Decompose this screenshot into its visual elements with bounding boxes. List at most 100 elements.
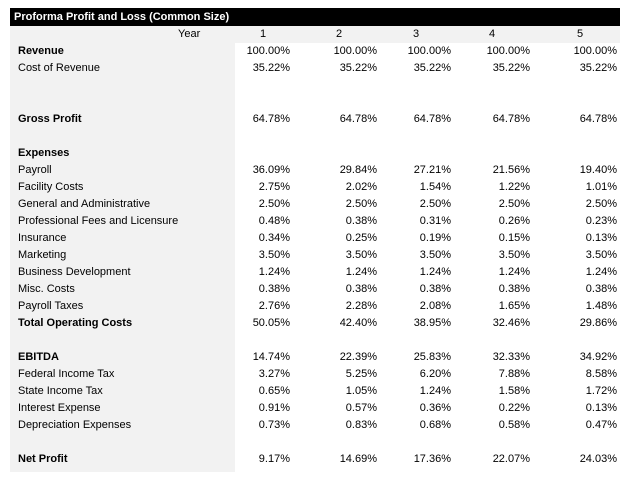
value-year-5: 24.03% [579,453,617,465]
value-year-5: 2.50% [585,198,617,210]
row-ebitda: EBITDA 14.74% 22.39% 25.83% 32.33% 34.92% [10,349,620,366]
row-label: General and Administrative [18,198,151,210]
row-professional-fees-and-licensure: Professional Fees and Licensure 0.48% 0.38… [10,213,620,230]
value-year-3: 64.78% [413,113,451,125]
value-year-3: 3.50% [419,249,451,261]
value-year-2: 100.00% [333,45,377,57]
year-header-row: Year 1 2 3 4 5 [10,26,620,43]
year-2: 2 [336,28,343,40]
row-label: Payroll [18,164,52,176]
row-label: Revenue [18,45,64,57]
row-net-profit: Net Profit 9.17% 14.69% 17.36% 22.07% 24.03% [10,451,620,468]
row-gross-profit: Gross Profit 64.78% 64.78% 64.78% 64.78% 64.7… [10,111,620,128]
value-year-3: 2.08% [419,300,451,312]
value-year-4: 21.56% [492,164,530,176]
row-label: Expenses [18,147,70,159]
value-year-4: 2.50% [498,198,530,210]
value-year-5: 35.22% [579,62,617,74]
blank-row [10,94,620,111]
value-year-3: 0.31% [419,215,451,227]
row-label: Gross Profit [18,113,82,125]
value-year-2: 42.40% [339,317,377,329]
value-year-1: 0.34% [258,232,290,244]
row-facility-costs: Facility Costs 2.75% 2.02% 1.54% 1.22% 1.01% [10,179,620,196]
row-label: Payroll Taxes [18,300,84,312]
pl-sheet: Proforma Profit and Loss (Common Size) Y… [10,8,620,472]
value-year-2: 2.50% [345,198,377,210]
value-year-2: 1.05% [345,385,377,397]
value-year-2: 14.69% [339,453,377,465]
value-year-5: 1.01% [585,181,617,193]
value-year-3: 17.36% [413,453,451,465]
value-year-1: 0.91% [258,402,290,414]
value-year-1: 0.65% [258,385,290,397]
value-year-1: 3.50% [258,249,290,261]
value-year-2: 2.28% [345,300,377,312]
value-year-4: 0.22% [498,402,530,414]
row-insurance: Insurance 0.34% 0.25% 0.19% 0.15% 0.13% [10,230,620,247]
value-year-3: 2.50% [419,198,451,210]
value-year-2: 64.78% [339,113,377,125]
row-revenue: Revenue 100.00% 100.00% 100.00% 100.00% 100.0… [10,43,620,60]
value-year-5: 29.86% [579,317,617,329]
row-label: Federal Income Tax [18,368,115,380]
value-year-1: 2.76% [258,300,290,312]
row-marketing: Marketing 3.50% 3.50% 3.50% 3.50% 3.50% [10,247,620,264]
value-year-5: 1.24% [585,266,617,278]
value-year-2: 0.57% [345,402,377,414]
value-year-1: 2.75% [258,181,290,193]
value-year-5: 19.40% [579,164,617,176]
value-year-3: 0.36% [419,402,451,414]
value-year-3: 25.83% [413,351,451,363]
row-cost-of-revenue: Cost of Revenue 35.22% 35.22% 35.22% 35.22% 3… [10,60,620,77]
value-year-4: 7.88% [498,368,530,380]
value-year-5: 0.38% [585,283,617,295]
year-label: Year [178,28,201,40]
value-year-1: 0.73% [258,419,290,431]
value-year-3: 100.00% [407,45,451,57]
value-year-5: 0.13% [585,402,617,414]
row-federal-income-tax: Federal Income Tax 3.27% 5.25% 6.20% 7.88% 8.… [10,366,620,383]
value-year-3: 1.54% [419,181,451,193]
value-year-4: 1.22% [498,181,530,193]
value-year-4: 64.78% [492,113,530,125]
value-year-5: 0.47% [585,419,617,431]
value-year-5: 1.72% [585,385,617,397]
value-year-1: 14.74% [252,351,290,363]
value-year-3: 0.19% [419,232,451,244]
value-year-2: 5.25% [345,368,377,380]
value-year-5: 3.50% [585,249,617,261]
row-label: Professional Fees and Licensure [18,215,179,227]
value-year-4: 32.46% [492,317,530,329]
value-year-3: 38.95% [413,317,451,329]
value-year-4: 1.58% [498,385,530,397]
row-label: Total Operating Costs [18,317,133,329]
row-payroll: Payroll 36.09% 29.84% 27.21% 21.56% 19.40% [10,162,620,179]
row-general-and-administrative: General and Administrative 2.50% 2.50% 2.50… [10,196,620,213]
value-year-2: 3.50% [345,249,377,261]
value-year-1: 9.17% [258,453,290,465]
value-year-3: 6.20% [419,368,451,380]
value-year-5: 100.00% [573,45,617,57]
blank-row [10,77,620,94]
value-year-2: 0.38% [345,283,377,295]
value-year-4: 0.38% [498,283,530,295]
value-year-4: 35.22% [492,62,530,74]
value-year-2: 35.22% [339,62,377,74]
value-year-3: 27.21% [413,164,451,176]
value-year-4: 32.33% [492,351,530,363]
value-year-1: 3.27% [258,368,290,380]
value-year-1: 0.38% [258,283,290,295]
value-year-5: 0.23% [585,215,617,227]
value-year-1: 1.24% [258,266,290,278]
value-year-1: 64.78% [252,113,290,125]
row-misc-costs: Misc. Costs 0.38% 0.38% 0.38% 0.38% 0.38% [10,281,620,298]
value-year-2: 22.39% [339,351,377,363]
value-year-5: 64.78% [579,113,617,125]
sheet-title: Proforma Profit and Loss (Common Size) [10,8,620,26]
blank-row [10,128,620,145]
row-label: Net Profit [18,453,68,465]
value-year-1: 100.00% [246,45,290,57]
row-label: Cost of Revenue [18,62,100,74]
value-year-4: 22.07% [492,453,530,465]
